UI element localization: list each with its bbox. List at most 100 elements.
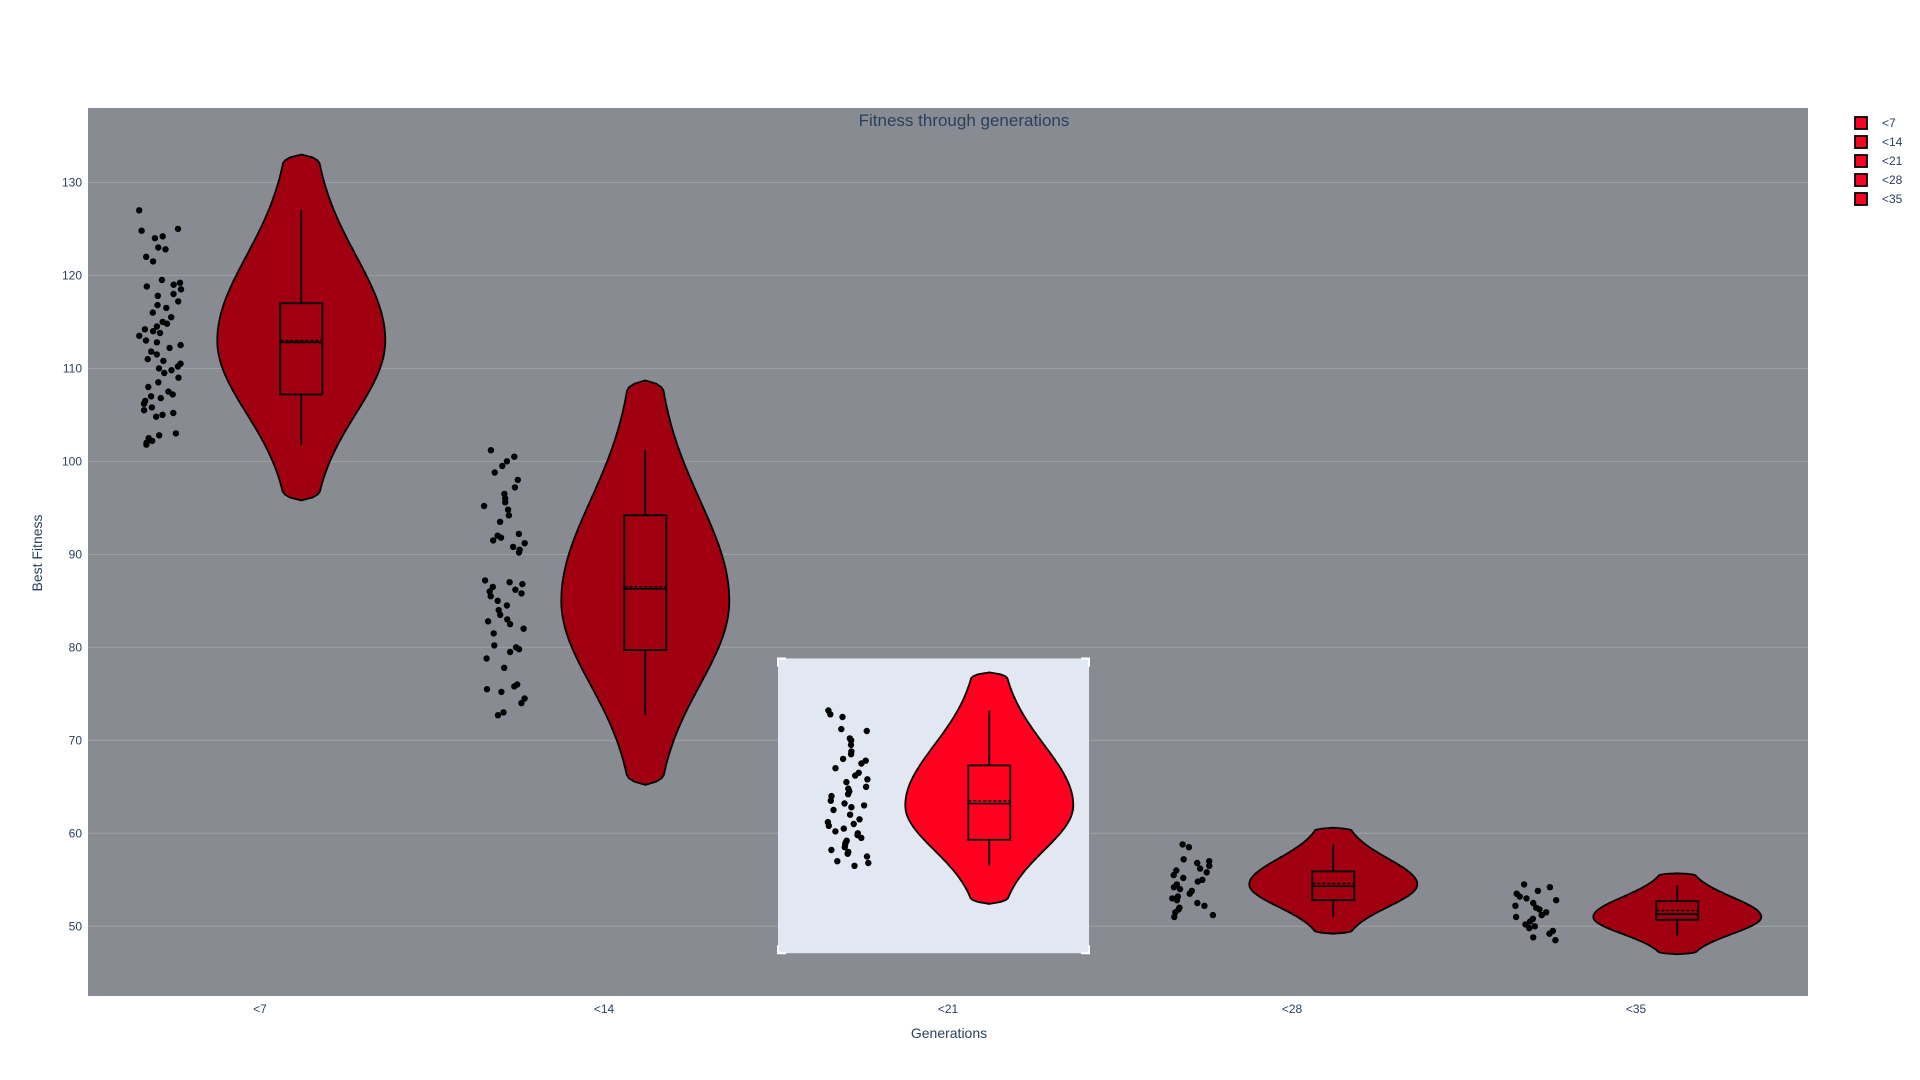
data-point[interactable] <box>850 820 857 828</box>
data-point[interactable] <box>497 534 505 541</box>
legend-label[interactable]: <28 <box>1882 173 1903 187</box>
data-point[interactable] <box>148 348 155 355</box>
data-point[interactable] <box>519 580 526 588</box>
data-point[interactable] <box>841 844 848 851</box>
data-point[interactable] <box>518 699 525 707</box>
selection-corner-handle[interactable] <box>777 657 786 667</box>
data-point[interactable] <box>498 688 505 696</box>
data-point[interactable] <box>514 476 521 484</box>
data-point[interactable] <box>163 304 170 312</box>
data-point[interactable] <box>1196 865 1204 872</box>
data-point[interactable] <box>140 400 148 407</box>
data-point[interactable] <box>852 772 859 779</box>
data-point[interactable] <box>483 686 491 693</box>
data-point[interactable] <box>506 579 513 586</box>
data-point[interactable] <box>1516 893 1523 900</box>
data-point[interactable] <box>521 695 528 702</box>
data-point[interactable] <box>177 341 184 349</box>
data-point[interactable] <box>175 374 182 381</box>
data-point[interactable] <box>840 825 847 832</box>
data-point[interactable] <box>1201 902 1208 909</box>
data-point[interactable] <box>1173 897 1181 904</box>
data-point[interactable] <box>1526 924 1533 932</box>
data-point[interactable] <box>515 646 523 653</box>
data-point[interactable] <box>151 235 159 242</box>
data-point[interactable] <box>865 859 872 867</box>
data-point[interactable] <box>511 683 518 690</box>
data-point[interactable] <box>1186 890 1193 897</box>
data-point[interactable] <box>166 344 173 352</box>
data-point[interactable] <box>1512 902 1519 909</box>
data-point[interactable] <box>144 355 151 363</box>
data-point[interactable] <box>136 332 143 339</box>
data-point[interactable] <box>511 453 518 460</box>
legend-item[interactable]: <28 <box>1854 173 1903 187</box>
data-point[interactable] <box>1531 923 1539 930</box>
data-point[interactable] <box>504 506 512 513</box>
data-point[interactable] <box>856 816 863 823</box>
data-point[interactable] <box>843 778 850 786</box>
data-point[interactable] <box>136 207 143 214</box>
data-point[interactable] <box>163 320 171 327</box>
data-point[interactable] <box>860 802 868 809</box>
legend-label[interactable]: <35 <box>1882 192 1903 206</box>
data-point[interactable] <box>1512 913 1520 921</box>
data-point[interactable] <box>158 276 166 284</box>
selection-corner-handle[interactable] <box>1081 657 1091 667</box>
data-point[interactable] <box>844 791 852 798</box>
data-point[interactable] <box>480 502 488 510</box>
legend-item[interactable]: <21 <box>1854 154 1903 168</box>
data-point[interactable] <box>1194 859 1201 867</box>
data-point[interactable] <box>154 292 161 299</box>
data-point[interactable] <box>504 616 511 623</box>
legend-item[interactable]: <7 <box>1854 116 1896 130</box>
data-point[interactable] <box>155 365 163 372</box>
data-point[interactable] <box>827 797 834 804</box>
data-point[interactable] <box>500 709 507 716</box>
violin-trace[interactable] <box>480 379 731 786</box>
data-point[interactable] <box>1538 911 1545 919</box>
violin-trace[interactable] <box>136 153 387 502</box>
data-point[interactable] <box>863 853 871 860</box>
data-point[interactable] <box>143 441 150 448</box>
data-point[interactable] <box>149 309 156 316</box>
data-point[interactable] <box>509 543 517 551</box>
data-point[interactable] <box>154 301 161 309</box>
data-point[interactable] <box>825 822 832 829</box>
data-point[interactable] <box>162 246 169 253</box>
data-point[interactable] <box>138 227 145 234</box>
data-point[interactable] <box>848 804 855 811</box>
data-point[interactable] <box>1194 878 1202 885</box>
data-point[interactable] <box>1523 895 1530 902</box>
data-point[interactable] <box>520 625 527 632</box>
legend-swatch[interactable] <box>1854 116 1868 130</box>
data-point[interactable] <box>490 630 497 637</box>
data-point[interactable] <box>148 404 156 411</box>
legend-swatch[interactable] <box>1854 192 1868 206</box>
data-point[interactable] <box>484 618 492 625</box>
data-point[interactable] <box>1180 874 1187 882</box>
data-point[interactable] <box>1530 899 1537 907</box>
data-point[interactable] <box>159 411 166 418</box>
data-point[interactable] <box>1530 934 1537 941</box>
legend-swatch[interactable] <box>1854 135 1868 149</box>
data-point[interactable] <box>506 648 514 656</box>
data-point[interactable] <box>1546 884 1554 891</box>
data-point[interactable] <box>1170 871 1177 879</box>
data-point[interactable] <box>481 577 489 584</box>
data-point[interactable] <box>494 712 502 719</box>
data-point[interactable] <box>140 407 148 414</box>
violin-body[interactable] <box>216 153 387 502</box>
data-point[interactable] <box>149 258 157 265</box>
data-point[interactable] <box>1534 887 1542 895</box>
data-point[interactable] <box>499 462 506 470</box>
violin-body[interactable] <box>560 379 731 786</box>
data-point[interactable] <box>161 369 168 377</box>
data-point[interactable] <box>862 783 870 790</box>
data-point[interactable] <box>1194 899 1201 907</box>
data-point[interactable] <box>851 862 858 869</box>
data-point[interactable] <box>846 811 854 818</box>
data-point[interactable] <box>839 755 847 763</box>
data-point[interactable] <box>1520 881 1528 888</box>
data-point[interactable] <box>170 281 177 288</box>
